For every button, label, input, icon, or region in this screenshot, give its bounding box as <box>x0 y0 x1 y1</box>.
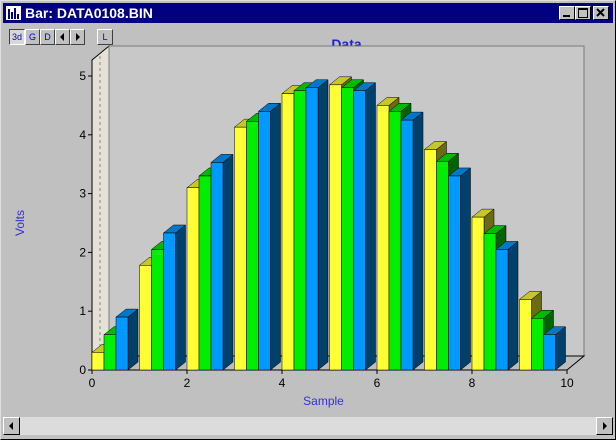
arrow-left-icon <box>60 33 64 41</box>
bar <box>115 308 139 371</box>
scrollbar-left-button[interactable] <box>3 417 20 435</box>
scroll-left-button[interactable] <box>55 29 70 45</box>
arrow-right-icon <box>76 33 80 41</box>
bar-front <box>448 175 461 371</box>
bar-chart-app-icon[interactable] <box>6 6 21 20</box>
bar-front <box>341 87 354 371</box>
bar-front <box>424 149 437 371</box>
bar <box>542 326 567 371</box>
bar-front <box>543 334 556 371</box>
bar-side <box>270 102 281 371</box>
bar-front <box>436 161 449 371</box>
window-title: Bar: DATA0108.BIN <box>25 5 153 21</box>
title-bar[interactable]: Bar: DATA0108.BIN <box>3 3 613 23</box>
bar-front <box>531 318 544 371</box>
bar-front <box>198 175 212 371</box>
bar-side <box>507 240 519 371</box>
minimize-icon <box>563 15 570 17</box>
data-mode-button[interactable]: D <box>40 29 55 45</box>
bar-front <box>483 233 497 371</box>
bar <box>400 111 424 371</box>
close-icon <box>596 8 605 17</box>
x-tick-label: 6 <box>374 376 381 390</box>
x-axis-label: Sample <box>303 394 344 408</box>
maximize-button[interactable] <box>575 6 591 20</box>
bar-front <box>519 299 532 371</box>
y-tick-label: 5 <box>79 69 86 83</box>
scrollbar-right-button[interactable] <box>596 417 613 435</box>
bar <box>495 240 519 371</box>
bar-front <box>246 121 259 371</box>
bar-front <box>495 249 509 371</box>
bar-side <box>127 308 139 371</box>
y-tick-label: 4 <box>79 128 86 142</box>
minimize-button[interactable] <box>559 6 575 20</box>
bar-front <box>91 352 105 371</box>
bar-front <box>376 105 390 371</box>
y-tick-label: 0 <box>79 363 86 377</box>
bar-side <box>222 153 234 371</box>
bar-front <box>210 162 224 371</box>
x-tick-label: 0 <box>89 376 96 390</box>
bar <box>447 167 472 371</box>
close-button[interactable] <box>593 6 609 20</box>
bar-front <box>139 265 152 371</box>
bar-front <box>388 111 402 371</box>
bar-front <box>115 316 129 371</box>
bar-front <box>353 90 366 371</box>
bar-front <box>103 334 117 371</box>
bar <box>162 224 187 371</box>
scroll-right-arrow-icon <box>603 422 607 430</box>
x-tick-label: 10 <box>560 376 574 390</box>
bar-side <box>175 224 186 371</box>
y-tick-label: 2 <box>79 245 86 259</box>
x-tick-label: 4 <box>279 376 286 390</box>
bar <box>305 79 329 371</box>
bar-side <box>317 79 329 371</box>
toggle-3d-button[interactable]: 3d <box>9 29 25 45</box>
y-tick-label: 3 <box>79 187 86 201</box>
maximize-icon <box>578 8 588 18</box>
graph-mode-button[interactable]: G <box>25 29 40 45</box>
y-tick-label: 1 <box>79 304 86 318</box>
bar-front <box>234 126 247 371</box>
horizontal-scrollbar[interactable] <box>3 417 613 435</box>
scroll-right-button[interactable] <box>70 29 85 45</box>
bar-front <box>281 93 295 371</box>
bar-front <box>329 84 342 371</box>
bar-front <box>400 119 414 371</box>
x-tick-label: 8 <box>469 376 476 390</box>
bar-front <box>258 111 271 371</box>
x-tick-label: 2 <box>184 376 191 390</box>
bar-front <box>186 187 200 371</box>
legend-button[interactable]: L <box>97 29 113 45</box>
bar-front <box>293 90 307 371</box>
bar-front <box>163 232 176 371</box>
bar-front <box>305 87 319 371</box>
bar-side <box>412 111 424 371</box>
bar-side <box>460 167 471 371</box>
bar <box>352 82 377 371</box>
scroll-left-arrow-icon <box>9 422 13 430</box>
bar-front <box>151 249 164 371</box>
bar <box>210 153 234 371</box>
bar-front <box>471 216 485 371</box>
bar <box>257 102 282 371</box>
y-axis-label: Volts <box>13 210 27 236</box>
bar-side <box>365 82 376 371</box>
